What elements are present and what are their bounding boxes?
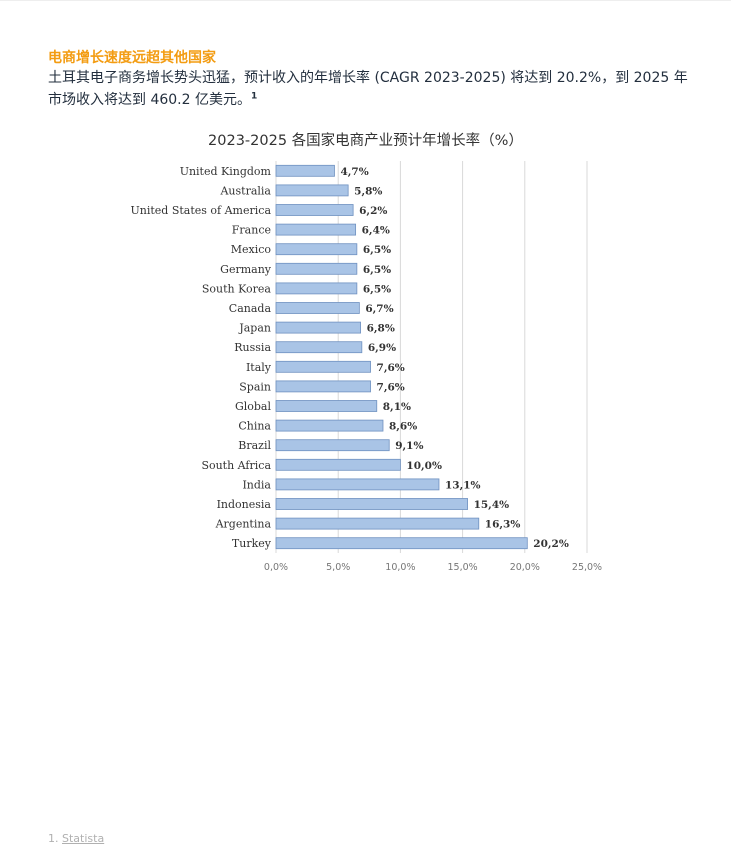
value-label: 6,2%	[359, 205, 387, 217]
footnote: 1. Statista	[48, 832, 104, 845]
bar-chart: 0,0% 5,0% 10,0% 15,0% 20,0% 25,0% United Kingd…	[131, 161, 602, 573]
bar	[275, 537, 528, 550]
bar	[275, 478, 440, 491]
bar	[275, 164, 335, 177]
bar	[275, 302, 360, 314]
chart-title: 2023-2025 各国家电商产业预计年增长率（%）	[208, 133, 523, 149]
value-label: 15,4%	[474, 499, 510, 511]
bar	[275, 341, 363, 354]
value-label: 6,4%	[362, 225, 390, 237]
value-label: 13,1%	[445, 479, 481, 491]
x-tick-label: 0,0%	[264, 562, 288, 573]
intro-paragraph: 土耳其电子商务增长势头迅猛，预计收入的年增长率 (CAGR 2023-2025)…	[48, 67, 698, 111]
section-heading: 电商增长速度远超其他国家	[48, 50, 216, 66]
bar	[275, 243, 358, 256]
category-label: South Korea	[202, 282, 272, 295]
bar	[275, 419, 384, 432]
category-label: France	[232, 224, 271, 237]
value-label: 6,5%	[363, 244, 391, 256]
x-tick-label: 20,0%	[510, 562, 540, 573]
category-label: Turkey	[232, 537, 272, 550]
category-label: Spain	[239, 380, 271, 393]
category-label: Germany	[220, 263, 272, 276]
category-label: China	[238, 420, 271, 433]
value-label: 9,1%	[395, 440, 423, 452]
bar	[275, 498, 468, 510]
category-label: Australia	[219, 184, 271, 197]
x-tick-label: 15,0%	[448, 562, 478, 573]
value-label: 5,8%	[354, 185, 382, 197]
x-tick-label: 5,0%	[326, 562, 350, 573]
category-label: Indonesia	[217, 498, 272, 511]
bar	[275, 321, 361, 334]
footnote-source-link[interactable]: Statista	[62, 832, 105, 845]
intro-text: 土耳其电子商务增长势头迅猛，预计收入的年增长率 (CAGR 2023-2025)…	[48, 70, 688, 108]
bar	[275, 204, 354, 216]
value-label: 7,6%	[377, 381, 405, 393]
x-tick-label: 25,0%	[572, 562, 602, 573]
bar	[275, 400, 378, 412]
category-label: India	[242, 478, 271, 491]
value-label: 6,9%	[368, 342, 396, 354]
bar	[275, 184, 349, 197]
value-label: 8,1%	[383, 401, 411, 413]
bar	[275, 517, 480, 530]
bar	[275, 360, 371, 373]
value-label: 6,7%	[365, 303, 393, 315]
category-label: United States of America	[131, 204, 272, 217]
bar	[275, 380, 371, 393]
category-label: Russia	[234, 341, 271, 354]
value-label: 16,3%	[485, 519, 521, 531]
x-tick-label: 10,0%	[385, 562, 415, 573]
value-label: 10,0%	[406, 460, 442, 472]
bar	[275, 439, 390, 452]
category-label: Argentina	[215, 518, 272, 531]
footnote-ref[interactable]: 1	[250, 91, 258, 102]
bar	[275, 282, 358, 295]
footnote-number: 1.	[48, 832, 59, 845]
value-label: 20,2%	[533, 538, 569, 550]
value-label: 8,6%	[389, 421, 417, 433]
value-label: 4,7%	[340, 166, 368, 178]
category-label: United Kingdom	[180, 165, 272, 178]
category-label: Mexico	[231, 243, 272, 256]
value-label: 6,5%	[363, 283, 391, 295]
category-label: Italy	[246, 361, 272, 374]
category-label: Canada	[229, 302, 272, 315]
value-label: 6,8%	[367, 323, 395, 335]
category-label: Japan	[238, 322, 271, 335]
value-label: 6,5%	[363, 264, 391, 276]
category-label: South Africa	[201, 459, 271, 472]
top-divider	[0, 0, 731, 1]
bar	[275, 262, 358, 275]
value-label: 7,6%	[377, 362, 405, 374]
bar	[275, 223, 357, 236]
bar	[275, 458, 401, 471]
category-label: Brazil	[238, 439, 271, 452]
category-label: Global	[235, 400, 272, 413]
